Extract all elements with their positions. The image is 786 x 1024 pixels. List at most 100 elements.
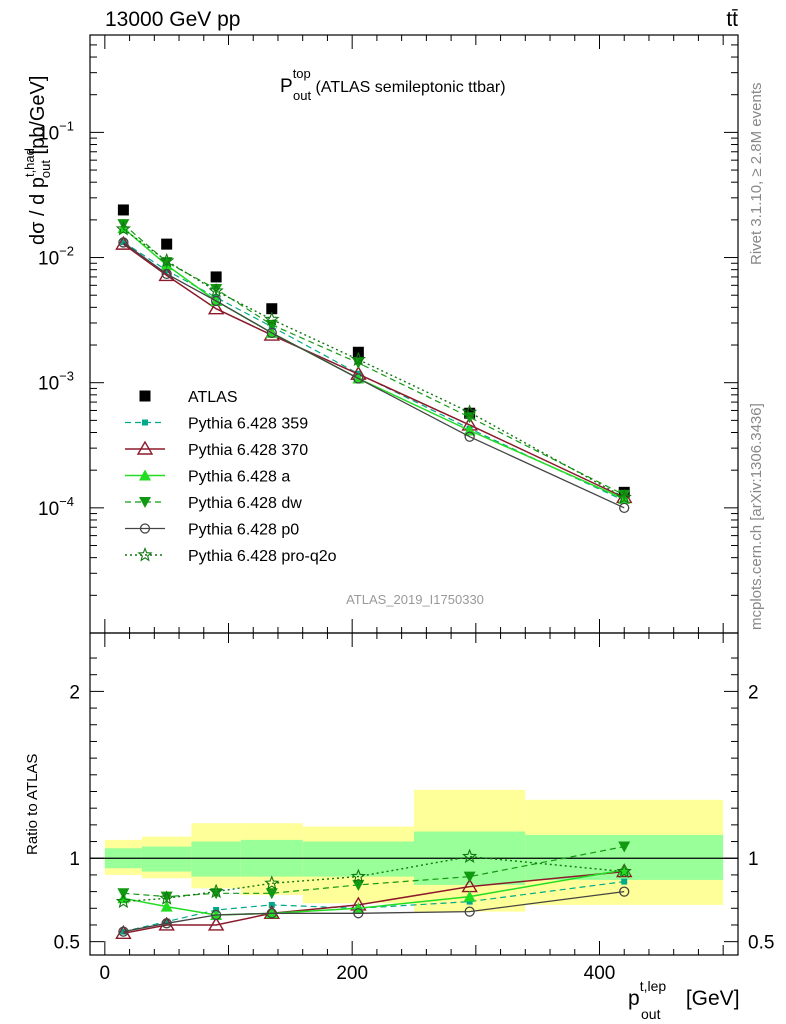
ratio-series-layer (115, 841, 633, 940)
series-pq2o (115, 220, 632, 504)
ratio-point-pq2o (462, 848, 478, 864)
ratio-line-p0 (123, 890, 625, 933)
legend-label: ATLAS (188, 389, 238, 406)
legend-label: Pythia 6.428 dw (188, 495, 302, 512)
data-point-p359 (120, 239, 127, 246)
ratio-point-pdw (352, 879, 365, 891)
ratio-point-p0 (210, 909, 222, 921)
data-point-pdw (117, 219, 130, 231)
ratio-point-pa (463, 890, 476, 902)
x-tick-label: 0 (100, 963, 111, 984)
ratio-uncertainty-bands (90, 789, 738, 912)
data-point-p0 (118, 237, 129, 248)
ratio-plot-frame (89, 632, 739, 956)
series-p0 (118, 237, 630, 513)
legend-entry-p0: Pythia 6.428 p0 (125, 522, 299, 539)
ratio-point-pdw (265, 888, 278, 900)
legend-marker (136, 440, 154, 455)
side-label-top: Rivet 3.1.10, ≥ 2.8M events (748, 83, 765, 266)
data-point-p0 (161, 268, 172, 280)
legend-marker (139, 469, 151, 481)
ratio-point-pq2o (264, 875, 280, 890)
legend-entry-data: ATLAS (139, 389, 238, 406)
data-point-p0 (619, 502, 630, 513)
ratio-point-p370 (207, 916, 225, 931)
ratio-y-tick-label-left: 2 (69, 682, 80, 703)
legend-label: Pythia 6.428 pro-q2o (188, 548, 337, 565)
data-point-pdw (618, 489, 631, 501)
ratio-band-green (141, 846, 192, 872)
data-point-p370 (115, 235, 132, 250)
data-point-data (161, 238, 173, 250)
legend-label: Pythia 6.428 p0 (188, 522, 299, 539)
ratio-y-axis-label: Ratio to ATLAS (24, 754, 41, 855)
ratio-y-tick-label-right: 0.5 (748, 933, 774, 954)
ratio-y-tick-label-left: 0.5 (54, 933, 80, 954)
data-point-pq2o (616, 489, 632, 504)
data-point-pq2o (159, 252, 175, 268)
data-point-p359 (163, 267, 170, 274)
x-axis-label: pt,lep out [GeV] (628, 978, 740, 1022)
ratio-y-tick-label-left: 1 (69, 849, 80, 870)
series-line-p0 (123, 241, 625, 509)
main-y-tick-label: 10−3 (38, 369, 74, 395)
data-point-p0 (210, 295, 222, 307)
legend: ATLAS Pythia 6.428 359 Pythia 6.428 370 Pyt… (125, 389, 337, 565)
plot-title: Ptop out (ATLAS semileptonic ttbar) (280, 66, 506, 103)
data-point-data (266, 303, 278, 315)
ratio-point-pq2o (115, 893, 132, 909)
ratio-point-pdw (618, 841, 631, 853)
ratio-point-pq2o (616, 863, 632, 879)
ratio-y-tick-label-right: 2 (748, 682, 759, 703)
legend-marker (139, 497, 151, 508)
legend-marker (137, 546, 153, 562)
side-label-bottom: mcplots.cern.ch [arXiv:1306.3436] (748, 403, 765, 630)
data-point-pq2o (350, 351, 366, 367)
ratio-point-pq2o (159, 890, 175, 905)
ratio-point-p0 (266, 908, 277, 919)
legend-entry-pa: Pythia 6.428 a (125, 469, 290, 486)
legend-label: Pythia 6.428 370 (188, 442, 308, 459)
data-point-p370 (158, 267, 175, 282)
data-point-p0 (353, 373, 364, 384)
data-point-pq2o (115, 220, 132, 236)
ratio-point-p0 (619, 886, 630, 897)
legend-marker (139, 523, 151, 534)
data-point-pq2o (208, 282, 224, 298)
ratio-point-p359 (621, 878, 628, 885)
main-y-tick-label: 10−1 (38, 118, 74, 144)
ratio-series-pq2o (115, 848, 632, 909)
data-point-p370 (207, 300, 225, 315)
ratio-point-p0 (118, 926, 129, 937)
ratio-series-p0 (118, 886, 630, 937)
ratio-point-p359 (466, 898, 473, 905)
legend-entry-p370: Pythia 6.428 370 (125, 440, 308, 459)
ratio-point-p359 (120, 928, 127, 935)
ratio-point-pdw (160, 891, 173, 903)
main-series-layer (115, 204, 633, 513)
ratio-point-pa (160, 900, 173, 912)
main-y-axis-label: dσ / d pt,hadout [pb/GeV] (22, 76, 53, 245)
data-point-pq2o (264, 311, 280, 326)
ratio-point-pa (352, 902, 365, 914)
data-point-pq2o (462, 404, 478, 419)
legend-label: Pythia 6.428 a (188, 469, 290, 486)
main-y-tick-label: 10−4 (38, 494, 74, 520)
x-tick-label: 400 (584, 963, 616, 984)
data-point-pdw (210, 284, 223, 296)
data-point-data (210, 271, 222, 283)
data-point-pdw (160, 257, 173, 269)
main-plot-frame (89, 34, 739, 634)
data-point-data (117, 204, 129, 216)
ratio-point-p0 (161, 918, 172, 929)
axes-layer: 0 200 400 10−4 10−3 10−2 10−1 0.5 0.5 1 1 2 2 (38, 34, 774, 984)
ratio-point-p0 (464, 906, 475, 917)
legend-entry-pdw: Pythia 6.428 dw (125, 495, 302, 512)
ratio-point-p0 (353, 908, 364, 919)
main-y-tick-label: 10−2 (38, 244, 74, 270)
energy-label: 13000 GeV pp (105, 8, 240, 31)
legend-entry-p359: Pythia 6.428 359 (125, 416, 308, 433)
ratio-point-p370 (115, 924, 132, 940)
ratio-point-pdw (463, 871, 476, 883)
